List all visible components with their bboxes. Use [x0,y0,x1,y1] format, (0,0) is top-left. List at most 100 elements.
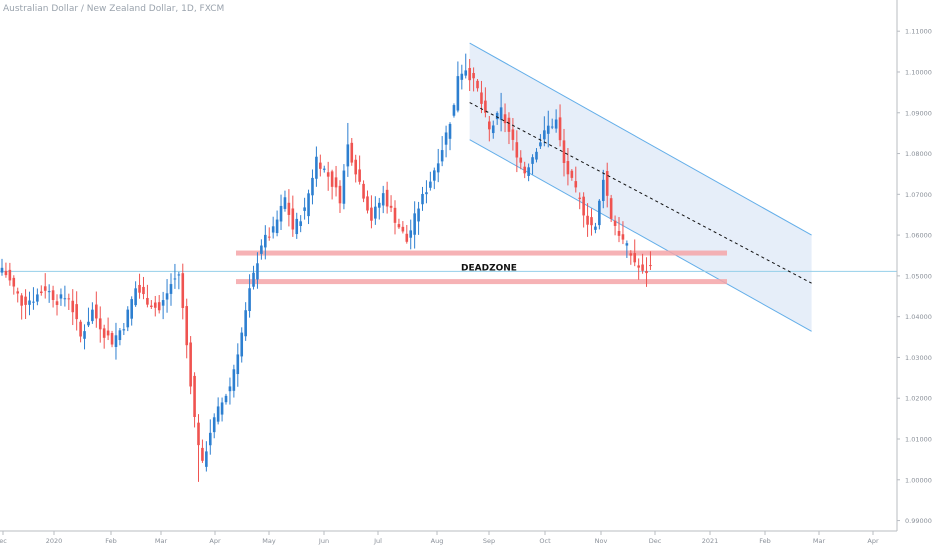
candle-body[interactable] [47,291,51,293]
candle-body[interactable] [460,73,464,80]
candle-body[interactable] [95,304,98,319]
candle-body[interactable] [212,417,216,433]
candle-body[interactable] [146,297,149,305]
candle-body[interactable] [609,198,613,219]
candle-body[interactable] [275,219,279,234]
candle-body[interactable] [377,202,381,208]
candle-body[interactable] [409,230,413,238]
candle-body[interactable] [134,288,137,306]
candle-body[interactable] [448,123,452,139]
candle-body[interactable] [381,193,385,206]
candle-body[interactable] [586,215,589,225]
candle-body[interactable] [598,200,601,226]
candle-body[interactable] [539,142,542,147]
candle-body[interactable] [346,144,350,167]
candle-body[interactable] [55,301,59,305]
candle-body[interactable] [118,330,122,341]
candle-body[interactable] [480,92,483,104]
candle-body[interactable] [205,451,208,467]
candle-body[interactable] [468,67,471,81]
candle-body[interactable] [244,310,247,337]
candle-body[interactable] [334,177,338,188]
candle-body[interactable] [311,177,314,196]
candle-body[interactable] [397,224,401,228]
candle-body[interactable] [495,112,499,120]
candle-body[interactable] [252,272,255,287]
candle-body[interactable] [649,265,652,267]
candle-body[interactable] [126,309,130,328]
candle-body[interactable] [350,142,354,163]
candle-body[interactable] [554,119,558,129]
candle-body[interactable] [232,369,236,391]
candle-body[interactable] [511,129,515,140]
candle-body[interactable] [488,121,491,130]
candle-body[interactable] [102,328,106,338]
candle-body[interactable] [645,271,648,274]
channel-lower-line[interactable] [469,139,812,332]
candle-body[interactable] [594,226,597,230]
candle-body[interactable] [578,197,582,199]
candle-body[interactable] [362,183,365,199]
candle-body[interactable] [429,181,432,188]
candle-body[interactable] [40,291,43,294]
candle-body[interactable] [59,294,63,299]
candle-body[interactable] [550,126,554,128]
candle-body[interactable] [582,196,585,216]
candle-body[interactable] [507,117,511,132]
candle-body[interactable] [51,290,55,300]
candle-body[interactable] [558,117,562,141]
candle-body[interactable] [625,243,629,246]
candle-body[interactable] [208,432,212,446]
candle-body[interactable] [8,269,12,281]
candle-body[interactable] [16,291,20,294]
candle-body[interactable] [605,171,609,196]
candle-body[interactable] [590,217,593,226]
candle-body[interactable] [75,304,78,320]
deadzone-lower-band[interactable] [236,279,727,285]
candle-body[interactable] [491,125,495,134]
candle-body[interactable] [629,253,633,256]
candle-body[interactable] [613,220,617,226]
candle-body[interactable] [307,193,310,217]
candle-body[interactable] [295,218,299,235]
candle-body[interactable] [417,208,420,222]
candle-body[interactable] [519,157,523,163]
candle-body[interactable] [393,207,397,223]
candle-body[interactable] [236,354,240,375]
candle-body[interactable] [543,130,546,140]
candle-body[interactable] [617,230,621,236]
candle-body[interactable] [87,321,90,326]
candle-body[interactable] [83,331,86,339]
candle-body[interactable] [456,76,460,111]
candle-body[interactable] [32,301,35,303]
candle-body[interactable] [24,296,27,305]
candle-body[interactable] [570,170,574,178]
candle-body[interactable] [287,202,291,215]
candle-body[interactable] [385,189,389,207]
candle-body[interactable] [326,172,330,177]
candle-body[interactable] [28,300,31,305]
candle-body[interactable] [370,207,373,221]
candle-body[interactable] [523,166,526,174]
candle-body[interactable] [264,234,267,248]
candle-body[interactable] [601,179,605,202]
candle-body[interactable] [122,329,126,331]
candle-body[interactable] [216,406,220,422]
channel-midline[interactable] [469,102,812,284]
candle-body[interactable] [185,306,189,346]
candle-body[interactable] [440,150,444,162]
candle-body[interactable] [248,288,251,312]
candle-body[interactable] [142,286,145,295]
candle-body[interactable] [201,447,204,461]
candle-body[interactable] [256,263,259,280]
candle-body[interactable] [401,226,405,232]
candle-body[interactable] [240,332,244,357]
candle-body[interactable] [63,298,67,300]
candle-body[interactable] [562,140,566,163]
candle-body[interactable] [413,213,416,235]
candle-body[interactable] [20,295,23,306]
candle-body[interactable] [193,375,196,417]
candle-body[interactable] [535,151,538,160]
candle-body[interactable] [98,318,102,330]
